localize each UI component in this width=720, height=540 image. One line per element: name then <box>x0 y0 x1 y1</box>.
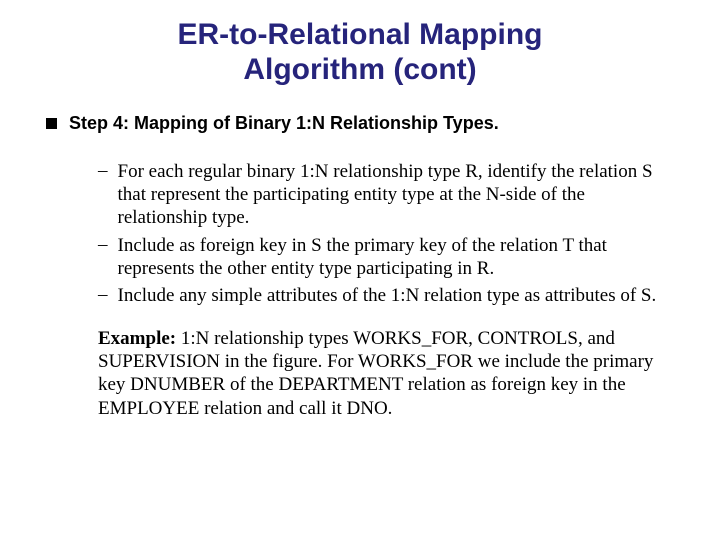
square-bullet-icon <box>46 118 57 129</box>
step-heading: Step 4: Mapping of Binary 1:N Relationsh… <box>69 113 499 134</box>
example-paragraph: Example: 1:N relationship types WORKS_FO… <box>98 327 660 420</box>
dash-icon: – <box>98 234 108 256</box>
title-line-1: ER-to-Relational Mapping <box>178 18 543 51</box>
bullet-level1: Step 4: Mapping of Binary 1:N Relationsh… <box>46 113 680 134</box>
dash-icon: – <box>98 160 108 182</box>
bullet-level2: – For each regular binary 1:N relationsh… <box>98 160 670 230</box>
example-label: Example: <box>98 328 176 349</box>
slide-title: ER-to-Relational Mapping Algorithm (cont… <box>40 18 680 87</box>
slide: ER-to-Relational Mapping Algorithm (cont… <box>0 0 720 540</box>
sub-bullet-text: Include any simple attributes of the 1:N… <box>118 284 657 307</box>
sub-bullet-list: – For each regular binary 1:N relationsh… <box>98 160 670 307</box>
sub-bullet-text: For each regular binary 1:N relationship… <box>118 160 671 230</box>
sub-bullet-text: Include as foreign key in S the primary … <box>118 234 671 280</box>
bullet-level2: – Include as foreign key in S the primar… <box>98 234 670 280</box>
example-text: 1:N relationship types WORKS_FOR, CONTRO… <box>98 328 653 419</box>
bullet-level2: – Include any simple attributes of the 1… <box>98 284 670 307</box>
title-line-2: Algorithm (cont) <box>243 53 476 86</box>
dash-icon: – <box>98 284 108 306</box>
